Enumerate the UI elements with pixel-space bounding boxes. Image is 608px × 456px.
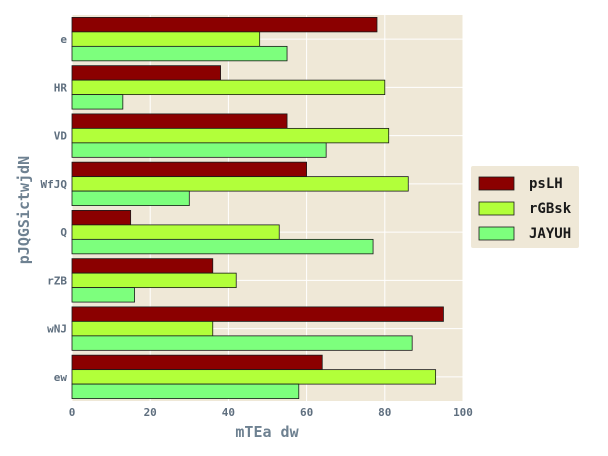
y-tick-label: HR	[54, 81, 68, 94]
x-tick-label: 20	[144, 406, 157, 419]
legend-swatch-JAYUH	[478, 226, 515, 241]
legend-label-rGBsk: rGBsk	[529, 201, 572, 217]
bar-psLH-rZB	[71, 258, 214, 274]
x-tick-label: 60	[300, 406, 313, 419]
y-tick-label: WfJQ	[41, 178, 68, 191]
bar-psLH-Q	[71, 210, 132, 226]
bar-JAYUH-ew	[71, 383, 300, 399]
bar-rGBsk-e	[71, 31, 261, 47]
y-tick-label: e	[60, 33, 67, 46]
bars	[71, 17, 444, 399]
bar-JAYUH-rZB	[71, 287, 135, 303]
x-tick-labels: 0 20 40 60 80 100	[69, 406, 473, 419]
bar-JAYUH-HR	[71, 94, 124, 110]
legend-swatch-psLH	[478, 176, 515, 191]
y-axis-label: pJQGSictwjdN	[15, 156, 33, 264]
bar-JAYUH-Q	[71, 238, 374, 255]
bar-psLH-VD	[71, 113, 288, 129]
bar-JAYUH-VD	[71, 142, 327, 158]
bar-psLH-wNJ	[71, 306, 444, 322]
x-tick-label: 80	[378, 406, 391, 419]
bar-psLH-ew	[71, 354, 323, 371]
bar-rGBsk-wNJ	[71, 320, 214, 337]
bar-JAYUH-wNJ	[71, 335, 413, 351]
bar-psLH-WfJQ	[71, 161, 308, 178]
bar-rGBsk-rZB	[71, 272, 237, 289]
bar-rGBsk-ew	[71, 369, 437, 385]
x-tick-label: 40	[222, 406, 235, 419]
legend-label-psLH: psLH	[529, 176, 563, 192]
bar-JAYUH-WfJQ	[71, 190, 190, 206]
x-axis-label: mTEa dw	[235, 423, 299, 441]
x-tick-label: 100	[453, 406, 473, 419]
legend-swatch-rGBsk	[478, 201, 515, 216]
y-tick-label: Q	[60, 226, 67, 239]
y-tick-label: ew	[54, 371, 68, 384]
legend: psLH rGBsk JAYUH	[471, 166, 579, 248]
bar-rGBsk-VD	[71, 127, 390, 144]
legend-label-JAYUH: JAYUH	[529, 226, 571, 242]
y-tick-label: wNJ	[47, 323, 67, 336]
bar-rGBsk-WfJQ	[71, 176, 409, 192]
bar-rGBsk-HR	[71, 79, 386, 96]
y-tick-label: VD	[54, 130, 68, 143]
bar-rGBsk-Q	[71, 224, 280, 240]
y-tick-label: rZB	[47, 274, 67, 287]
bar-JAYUH-e	[71, 45, 288, 62]
x-tick-label: 0	[69, 406, 76, 419]
bar-psLH-HR	[71, 65, 221, 81]
bar-psLH-e	[71, 17, 378, 33]
